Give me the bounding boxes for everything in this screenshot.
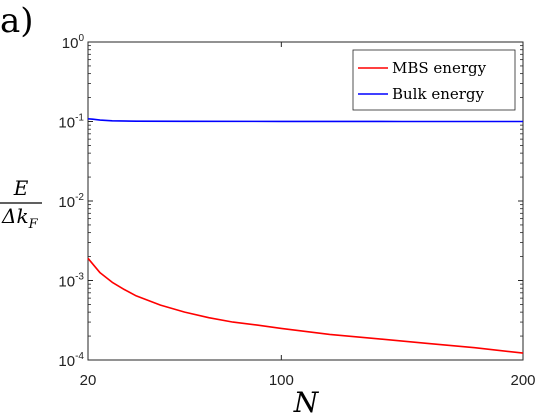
- legend: MBS energy Bulk energy: [352, 49, 516, 111]
- y-tick-label-exponent-3: -3: [75, 272, 84, 283]
- series-line-mbs: [87, 257, 524, 354]
- legend-box: [352, 49, 516, 111]
- y-tick-label-exponent-0: 0: [78, 33, 84, 44]
- y-axis-label-numerator: E: [13, 176, 29, 200]
- y-axis-label-denominator: ΔkF: [1, 204, 39, 232]
- x-tick-label-1: 100: [269, 372, 294, 389]
- y-tick-label-base-0: 10: [62, 35, 79, 52]
- y-tick-label-4: 10-4: [58, 351, 84, 370]
- x-tick-label-2: 200: [510, 372, 535, 389]
- y-axis-label-denominator-base: Δk: [1, 204, 29, 228]
- y-tick-label-2: 10-2: [58, 192, 84, 211]
- panel-label: a): [0, 1, 34, 41]
- legend-label-bulk: Bulk energy: [392, 85, 485, 103]
- x-axis-ticks: 20 100 200: [80, 42, 536, 389]
- x-axis-label: N: [293, 386, 320, 419]
- y-tick-label-base-2: 10: [58, 194, 75, 211]
- y-tick-label-base-4: 10: [58, 353, 75, 370]
- y-tick-label-0: 100: [62, 33, 85, 52]
- y-tick-label-3: 10-3: [58, 272, 84, 291]
- y-axis-label: E ΔkF: [0, 176, 42, 232]
- legend-label-mbs: MBS energy: [392, 59, 487, 77]
- y-tick-label-1: 10-1: [58, 113, 84, 132]
- y-axis-label-denominator-subscript: F: [28, 217, 39, 232]
- y-tick-label-exponent-4: -4: [75, 351, 84, 362]
- x-tick-label-0: 20: [80, 372, 97, 389]
- series-line-bulk: [87, 118, 523, 123]
- series-layer: [87, 118, 524, 354]
- y-tick-label-base-1: 10: [58, 115, 75, 132]
- y-tick-label-exponent-1: -1: [75, 113, 84, 124]
- y-tick-label-exponent-2: -2: [75, 192, 84, 203]
- y-tick-label-base-3: 10: [58, 274, 75, 291]
